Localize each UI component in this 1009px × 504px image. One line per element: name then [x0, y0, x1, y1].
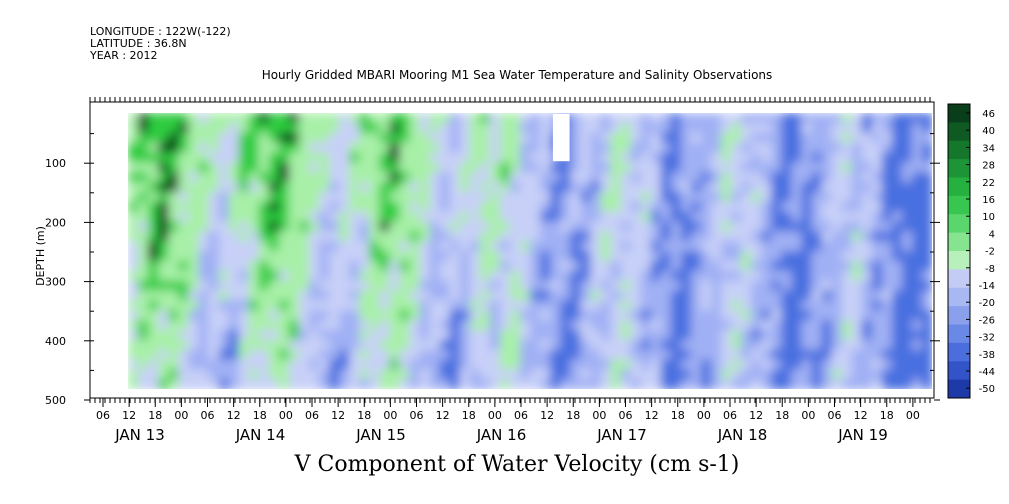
- colorbar-label: 34: [982, 143, 995, 154]
- x-tick-label: 06: [96, 409, 110, 422]
- x-tick-label: 18: [671, 409, 685, 422]
- x-tick-label: 12: [331, 409, 345, 422]
- colorbar-segment: [948, 104, 970, 123]
- x-tick-label: 00: [906, 409, 920, 422]
- chart-title: Hourly Gridded MBARI Mooring M1 Sea Wate…: [261, 68, 773, 82]
- colorbar-label: -20: [979, 298, 995, 309]
- colorbar-segment: [948, 306, 970, 325]
- colorbar-label: 46: [982, 109, 995, 120]
- x-tick-label: 00: [697, 409, 711, 422]
- colorbar: 46 40 34 28 22 16 10 4 -2 -8 -14 -20 -26 -32 -38 -44 -50: [947, 103, 995, 399]
- x-tick-label: 12: [227, 409, 241, 422]
- x-axis-label: V Component of Water Velocity (cm s-1): [294, 452, 740, 477]
- x-tick-label: 06: [410, 409, 424, 422]
- x-tick-label: 00: [279, 409, 293, 422]
- y-tick-label: 200: [45, 216, 66, 229]
- colorbar-segment: [948, 251, 970, 270]
- colorbar-label: -32: [979, 333, 995, 344]
- plot-frame: [89, 101, 935, 399]
- colorbar-segment: [948, 287, 970, 307]
- day-label: JAN 18: [717, 426, 768, 444]
- x-tick-label: 06: [828, 409, 842, 422]
- day-label: JAN 16: [476, 426, 527, 444]
- year-label: YEAR : 2012: [90, 49, 158, 62]
- x-tick-label: 00: [174, 409, 188, 422]
- colorbar-label: -38: [979, 350, 995, 361]
- colorbar-label: 22: [982, 178, 995, 189]
- x-tick-label: 00: [488, 409, 502, 422]
- y-axis-label: DEPTH (m): [34, 226, 47, 286]
- colorbar-label: -26: [979, 315, 995, 326]
- x-tick-label: 18: [148, 409, 162, 422]
- colorbar-segment: [948, 342, 970, 362]
- missing-data-blocks: [552, 113, 570, 162]
- colorbar-label: 40: [982, 126, 995, 137]
- x-tick-label: 06: [201, 409, 215, 422]
- colorbar-segment: [948, 159, 970, 178]
- colorbar-label: -50: [979, 384, 995, 395]
- colorbar-segment: [948, 177, 970, 197]
- day-label: JAN 15: [355, 426, 406, 444]
- colorbar-label: -8: [985, 264, 995, 275]
- colorbar-segment: [948, 140, 970, 160]
- longitude-label: LONGITUDE : 122W(-122): [90, 25, 231, 38]
- x-tick-label: 18: [775, 409, 789, 422]
- colorbar-segment: [948, 269, 970, 289]
- y-tick-label: 400: [45, 335, 66, 348]
- colorbar-segment: [948, 232, 970, 252]
- x-tick-label: 18: [357, 409, 371, 422]
- x-tick-label: 06: [514, 409, 528, 422]
- x-tick-label: 06: [305, 409, 319, 422]
- day-label: JAN 13: [114, 426, 165, 444]
- heatmap-field: [128, 113, 932, 389]
- x-tick-label: 12: [540, 409, 554, 422]
- y-tick-label: 500: [45, 394, 66, 407]
- colorbar-segment: [948, 361, 970, 381]
- day-label: JAN 17: [596, 426, 647, 444]
- missing-block: [552, 113, 570, 162]
- x-tick-label: 06: [619, 409, 633, 422]
- y-tick-label: 100: [45, 157, 66, 170]
- colorbar-label: -2: [985, 247, 995, 258]
- colorbar-label: -44: [979, 367, 995, 378]
- heatmap-cells: [128, 113, 932, 389]
- colorbar-label: 28: [982, 161, 995, 172]
- colorbar-segment: [948, 379, 970, 399]
- x-tick-label: 12: [854, 409, 868, 422]
- x-tick-label: 12: [122, 409, 136, 422]
- x-tick-label: 12: [436, 409, 450, 422]
- day-label: JAN 19: [837, 426, 888, 444]
- day-label: JAN 14: [235, 426, 286, 444]
- x-tick-label: 18: [566, 409, 580, 422]
- x-tick-label: 00: [801, 409, 815, 422]
- x-tick-label: 00: [383, 409, 397, 422]
- x-tick-label: 00: [592, 409, 606, 422]
- axes: 100 200 300 400 500 06 12 18 00 06 12 18 00 06 12 18 00 0…: [45, 97, 940, 444]
- colorbar-segment: [948, 122, 970, 142]
- colorbar-label: 16: [982, 195, 995, 206]
- colorbar-label: -14: [979, 281, 995, 292]
- x-tick-label: 18: [880, 409, 894, 422]
- x-tick-label: 12: [645, 409, 659, 422]
- colorbar-label: 4: [989, 229, 995, 240]
- x-tick-label: 18: [462, 409, 476, 422]
- x-tick-label: 18: [253, 409, 267, 422]
- y-tick-label: 300: [45, 276, 66, 289]
- x-tick-label: 12: [749, 409, 763, 422]
- latitude-label: LATITUDE : 36.8N: [90, 37, 187, 50]
- x-tick-label: 06: [723, 409, 737, 422]
- colorbar-segment: [948, 195, 970, 215]
- colorbar-segment: [948, 324, 970, 344]
- colorbar-label: 10: [982, 212, 995, 223]
- colorbar-segment: [948, 214, 970, 234]
